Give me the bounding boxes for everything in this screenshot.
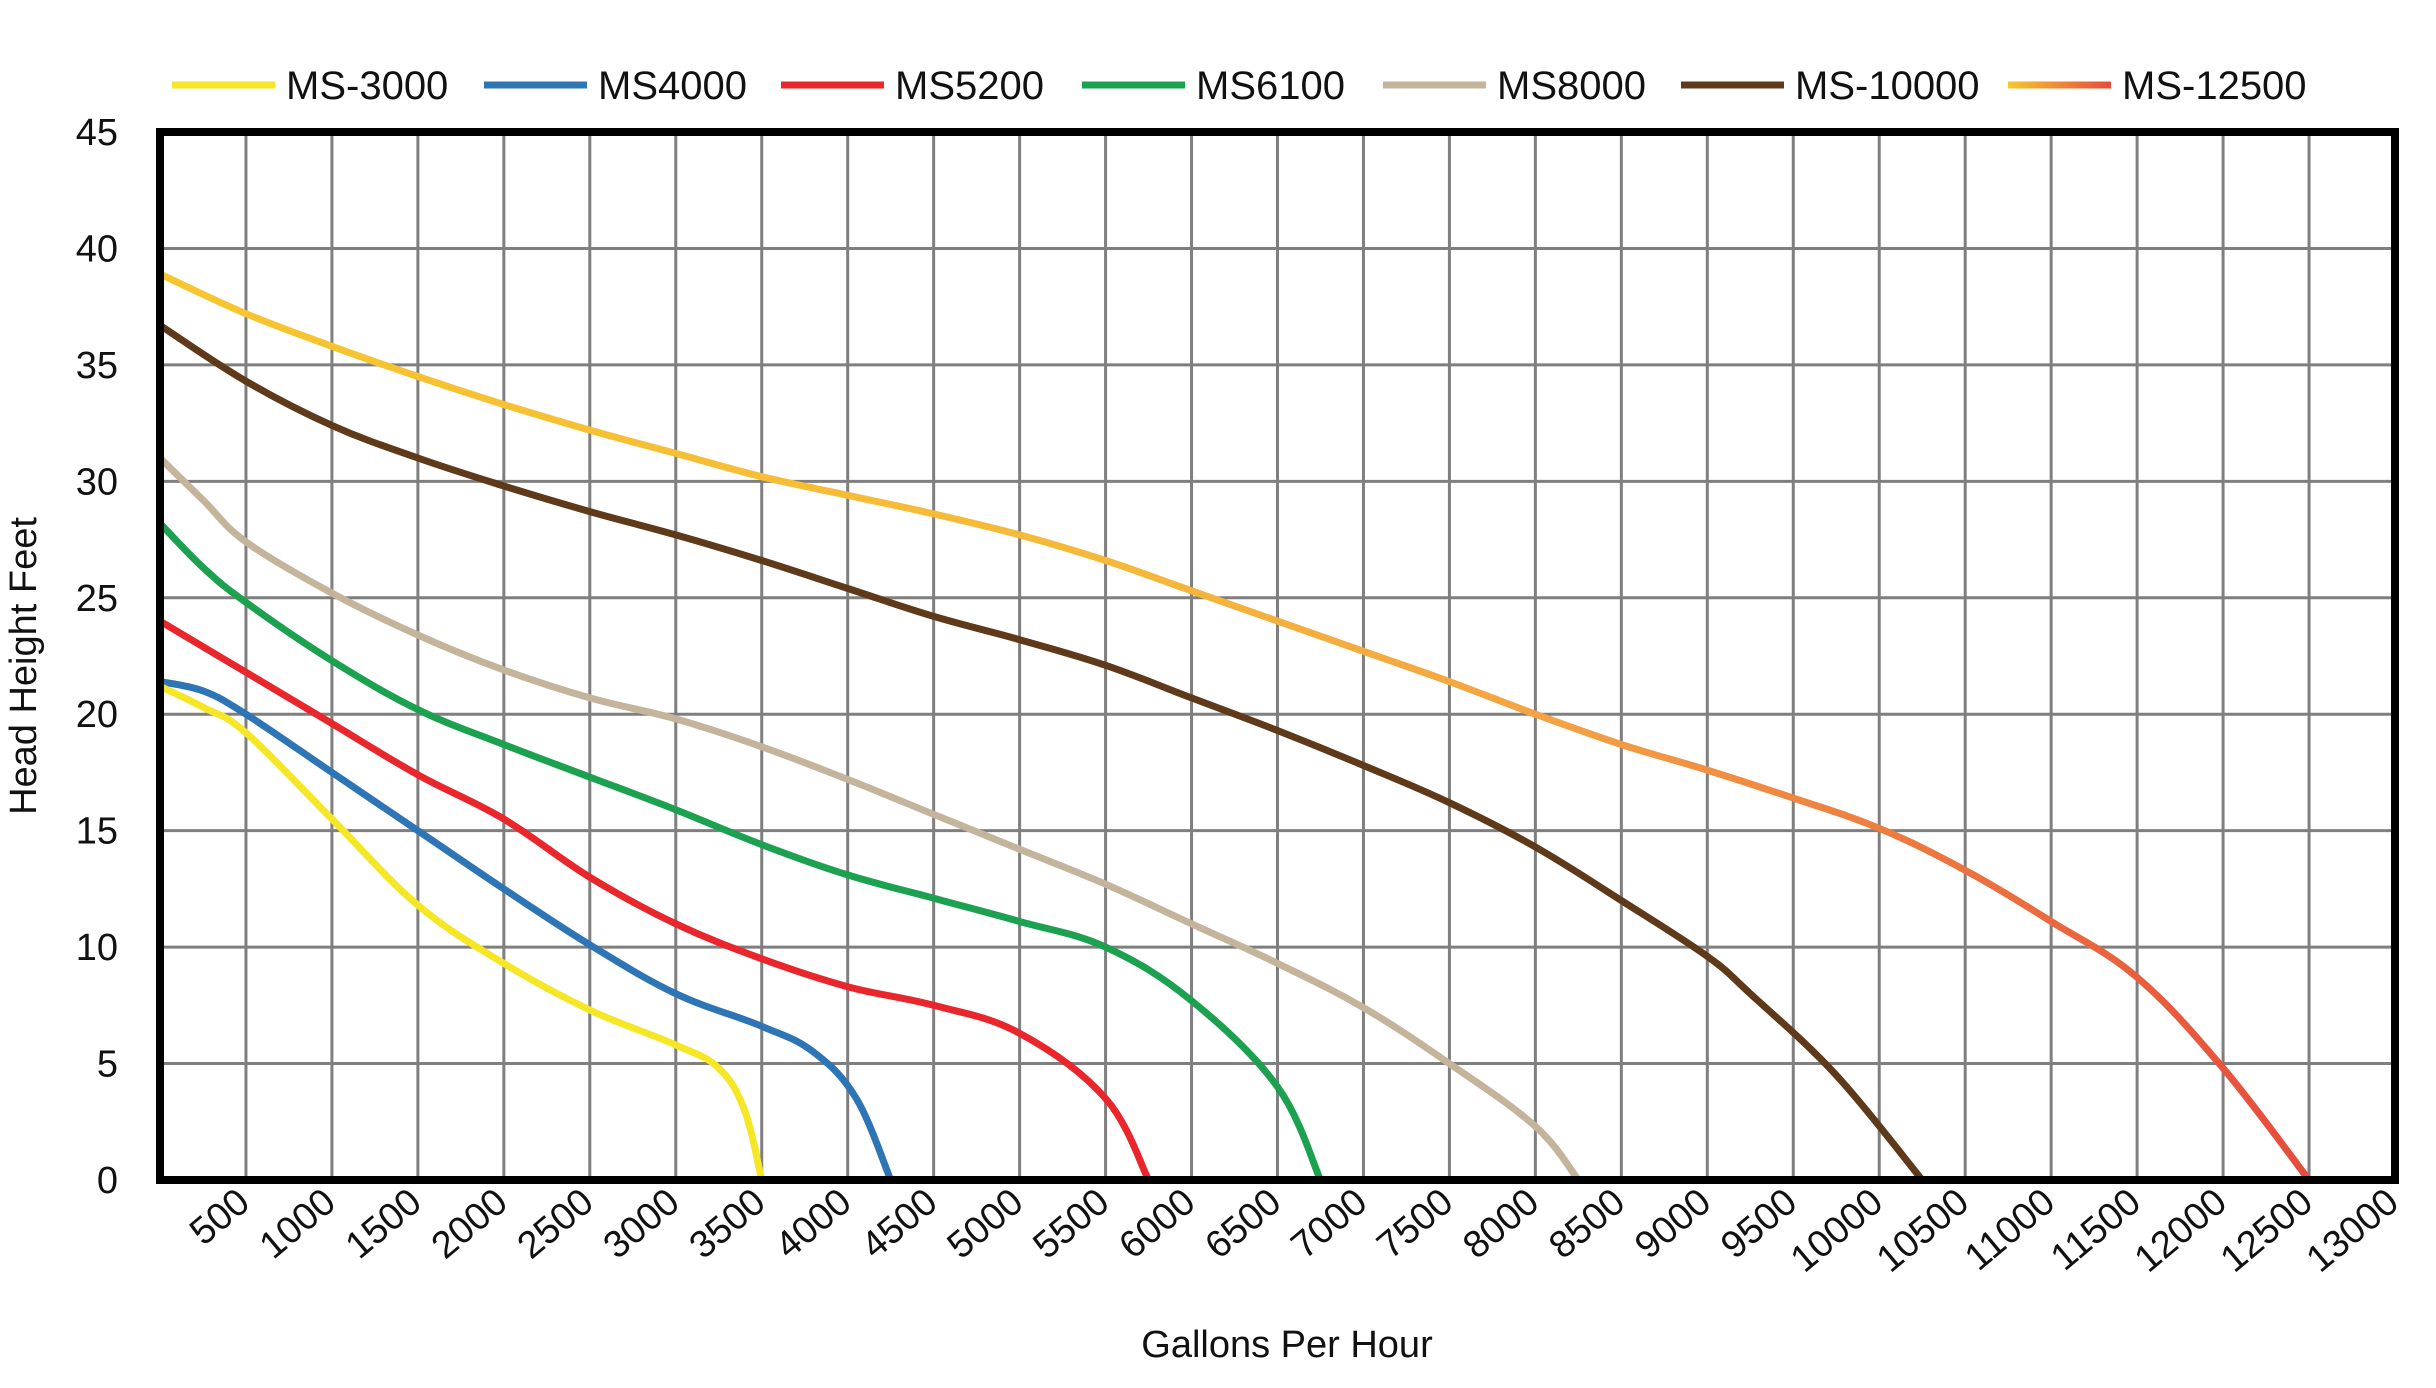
series-line-ms6100: [157, 520, 1324, 1182]
x-tick-label: 1500: [338, 1181, 430, 1268]
x-axis-ticks: 5001000150020002500300035004000450050005…: [182, 1181, 2407, 1281]
series-line-ms12500: [158, 270, 2312, 1183]
x-tick-label: 11000: [1957, 1181, 2063, 1279]
x-tick-label: 8000: [1455, 1181, 1547, 1268]
plot-border: [156, 128, 2399, 1184]
x-tick-label: 12000: [2127, 1181, 2235, 1281]
y-tick-label: 5: [97, 1044, 118, 1086]
x-tick-label: 1000: [252, 1181, 344, 1268]
x-tick-label: 4500: [854, 1181, 946, 1268]
x-tick-label: 3500: [682, 1181, 774, 1268]
y-tick-label: 45: [76, 112, 118, 154]
x-tick-label: 6500: [1198, 1181, 1290, 1268]
y-tick-label: 15: [76, 811, 118, 853]
y-tick-label: 20: [76, 694, 118, 736]
x-tick-label: 500: [182, 1181, 258, 1254]
series-line-ms4000: [159, 678, 894, 1182]
x-tick-label: 7500: [1369, 1181, 1461, 1268]
y-axis-title: Head Height Feet: [3, 517, 45, 815]
x-tick-label: 12500: [2213, 1181, 2321, 1281]
x-tick-label: 10000: [1783, 1181, 1891, 1281]
x-tick-label: 13000: [2299, 1181, 2407, 1281]
y-axis-ticks: 0 5 10 15 20 25 30 35 40 45: [76, 112, 118, 1202]
legend-label: MS4000: [598, 64, 747, 108]
x-tick-label: 8500: [1541, 1181, 1633, 1268]
y-tick-label: 10: [76, 927, 118, 969]
plot-frame: [156, 128, 2399, 1184]
legend: MS-3000 MS4000 MS5200 MS6100 MS8000 MS-10000 M…: [172, 64, 2307, 108]
grid: [160, 130, 2397, 1182]
x-tick-label: 5500: [1026, 1181, 1118, 1268]
series-line-ms8000: [157, 455, 1582, 1183]
series-line-ms10000: [158, 322, 1925, 1183]
legend-label: MS6100: [1196, 64, 1345, 108]
y-tick-label: 0: [97, 1160, 118, 1202]
legend-label: MS-10000: [1795, 64, 1980, 108]
x-tick-label: 7000: [1283, 1181, 1375, 1268]
x-tick-label: 11500: [2043, 1181, 2149, 1279]
x-axis-title: Gallons Per Hour: [1141, 1324, 1433, 1366]
legend-label: MS-3000: [286, 64, 448, 108]
y-tick-label: 30: [76, 461, 118, 503]
x-tick-label: 6000: [1112, 1181, 1204, 1268]
legend-label: MS-12500: [2122, 64, 2307, 108]
x-tick-label: 9000: [1627, 1181, 1719, 1268]
x-tick-label: 2500: [510, 1181, 602, 1268]
series-line-ms5200: [158, 618, 1152, 1182]
x-tick-label: 3000: [596, 1181, 688, 1268]
x-tick-label: 2000: [424, 1181, 516, 1268]
series-line-ms3000: [158, 683, 766, 1181]
x-tick-label: 5000: [940, 1181, 1032, 1268]
x-tick-label: 4000: [768, 1181, 860, 1268]
x-tick-label: 10500: [1869, 1181, 1977, 1281]
y-tick-label: 25: [76, 578, 118, 620]
legend-label: MS5200: [895, 64, 1044, 108]
y-tick-label: 35: [76, 345, 118, 387]
legend-label: MS8000: [1497, 64, 1646, 108]
y-tick-label: 40: [76, 228, 118, 270]
series-lines: [157, 270, 2312, 1183]
